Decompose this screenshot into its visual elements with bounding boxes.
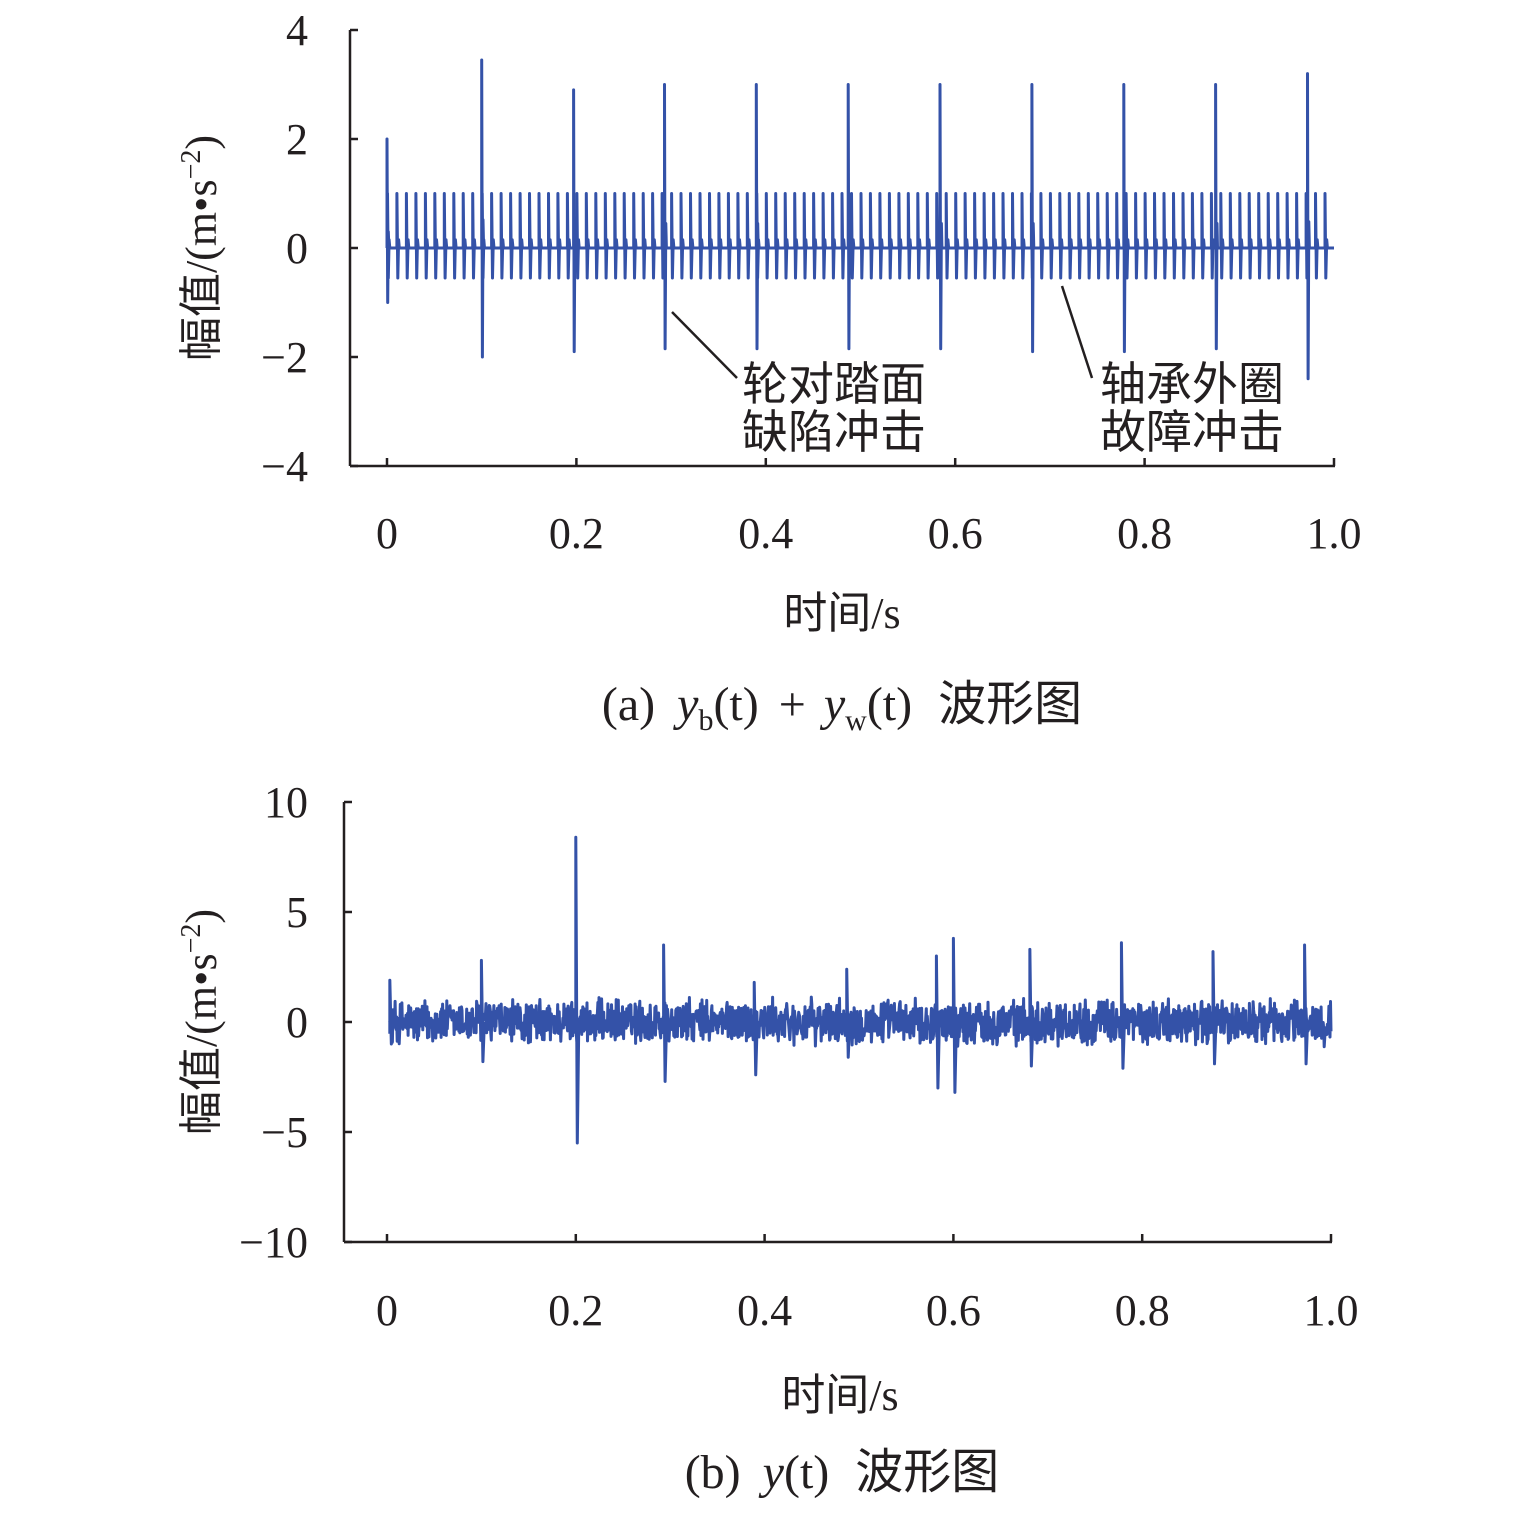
x-axis-title-a: 时间/s <box>783 589 900 638</box>
waveform-trace <box>385 58 1334 381</box>
x-tick-label: 0 <box>376 509 398 558</box>
x-tick-label: 0.8 <box>1115 1286 1170 1335</box>
impact-spike <box>1119 941 1126 1070</box>
x-tick-label: 0.2 <box>549 509 604 558</box>
caption-b: (b) y(t) 波形图 <box>685 1446 1000 1499</box>
annotation-pointer-bearing <box>1060 285 1094 379</box>
annotation-bearing-line1: 轴承外圈 <box>1100 359 1284 410</box>
ticks-b: 0 0.2 0.4 0.6 0.8 1.0 10 5 0 −5 −10 <box>239 778 1358 1335</box>
annotation-wheel-line1: 轮对踏面 <box>742 359 926 410</box>
y-tick-label: 4 <box>286 6 308 55</box>
y-tick-label: 0 <box>286 998 308 1047</box>
x-tick-label: 0.2 <box>548 1286 603 1335</box>
y-tick-label: 5 <box>286 888 308 937</box>
y-axis-title-b: 幅值/(m•s−2) <box>176 909 226 1135</box>
impact-spike <box>479 958 486 1064</box>
y-tick-label: 0 <box>286 224 308 273</box>
y-tick-label: −5 <box>261 1108 308 1157</box>
y-tick-label: −4 <box>261 442 308 491</box>
x-tick-label: 0 <box>376 1286 398 1335</box>
impact-spike <box>845 967 852 1059</box>
impact-spike <box>1303 943 1310 1066</box>
noise-trace <box>388 995 1333 1049</box>
waveform-series-a <box>385 58 1334 381</box>
annotation-wheel-line2: 缺陷冲击 <box>742 407 926 458</box>
x-tick-label: 0.4 <box>738 509 793 558</box>
annotations-a: 轮对踏面 缺陷冲击 轴承外圈 故障冲击 <box>671 285 1284 458</box>
chart-panel-b: 0 0.2 0.4 0.6 0.8 1.0 10 5 0 −5 −10 时间/s 幅值/(m•s−2… <box>176 778 1359 1499</box>
x-tick-label: 0.6 <box>926 1286 981 1335</box>
impact-spike <box>388 978 395 1046</box>
impact-spike <box>951 936 958 1094</box>
y-tick-label: −2 <box>261 333 308 382</box>
y-tick-label: 10 <box>264 778 308 827</box>
impact-spike <box>1028 947 1035 1068</box>
waveform-series-b <box>388 835 1333 1145</box>
y-tick-label: 2 <box>286 115 308 164</box>
impact-spike <box>934 954 941 1090</box>
impact-spike <box>662 943 669 1083</box>
x-tick-label: 0.6 <box>928 509 983 558</box>
y-axis-title-a: 幅值/(m•s−2) <box>176 135 226 361</box>
impact-spike <box>574 835 581 1145</box>
y-tick-label: −10 <box>239 1218 308 1267</box>
x-tick-label: 1.0 <box>1304 1286 1359 1335</box>
x-axis-title-b: 时间/s <box>781 1371 898 1420</box>
annotation-bearing-line2: 故障冲击 <box>1100 407 1284 458</box>
impact-spike <box>752 980 759 1077</box>
x-tick-label: 1.0 <box>1307 509 1362 558</box>
x-tick-label: 0.8 <box>1117 509 1172 558</box>
ticks-a: 0 0.2 0.4 0.6 0.8 1.0 4 2 0 −2 −4 <box>261 6 1361 558</box>
x-tick-label: 0.4 <box>737 1286 792 1335</box>
impact-spike <box>1211 950 1218 1066</box>
annotation-pointer-wheel <box>671 311 738 379</box>
caption-a: (a) yb(t) + yw(t) 波形图 <box>602 678 1082 737</box>
